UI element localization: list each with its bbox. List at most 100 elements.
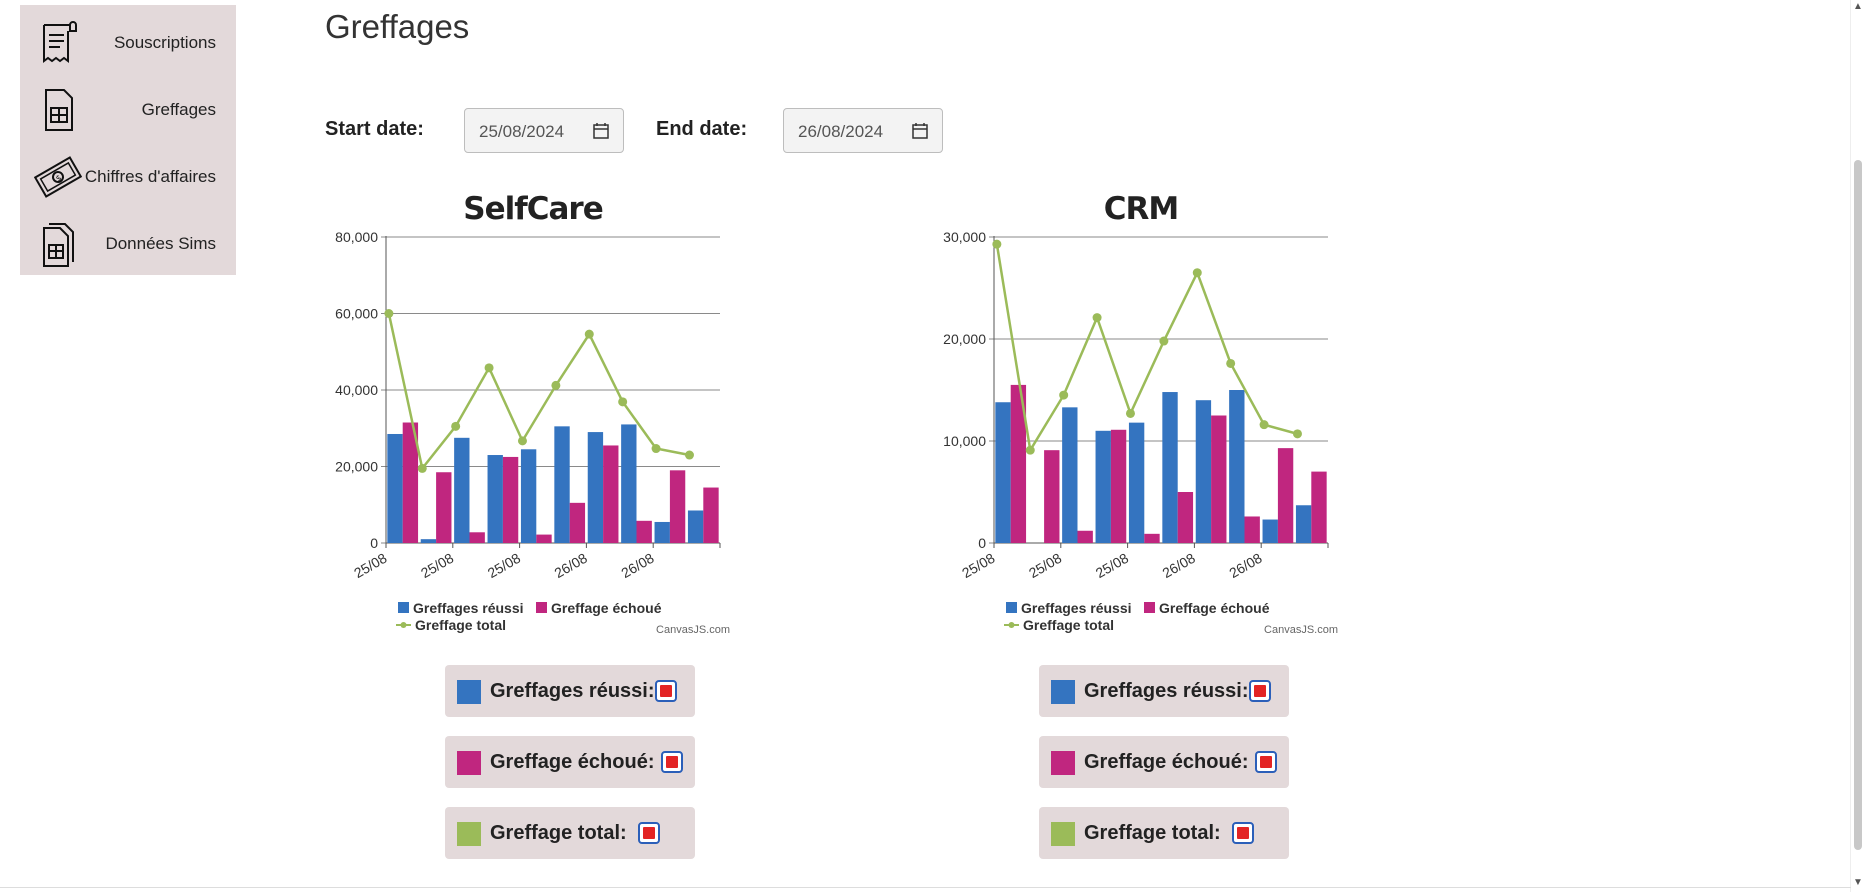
point-total <box>1159 336 1169 346</box>
x-tick-label: 26/08 <box>552 550 591 581</box>
legend-label-failure: Greffage échoué <box>551 600 662 616</box>
bar-success <box>420 539 437 543</box>
toggle-checkbox[interactable] <box>661 751 683 773</box>
calendar-icon[interactable] <box>912 122 928 139</box>
bar-success <box>454 437 470 543</box>
toggle-label: Greffage échoué: <box>1084 751 1249 773</box>
bar-failure <box>1244 516 1260 543</box>
chart-credit: CanvasJS.com <box>656 624 730 636</box>
y-tick-label: 30,000 <box>943 229 986 245</box>
bar-success <box>621 424 637 543</box>
line-total <box>995 243 1298 454</box>
legend-marker-total-dot <box>400 622 407 628</box>
y-tick-label: 0 <box>370 535 378 551</box>
x-tick-label: 25/08 <box>1026 550 1065 581</box>
toggle-checkbox[interactable] <box>1249 680 1271 702</box>
start-date-input[interactable]: 25/08/2024 <box>464 108 624 153</box>
bar-failure <box>1211 415 1227 543</box>
sidebar-item-chiffres-affaires[interactable]: $ Chiffres d'affaires <box>20 147 236 207</box>
point-total <box>618 397 628 407</box>
money-icon: $ <box>34 156 82 198</box>
bar-failure <box>1010 384 1027 543</box>
x-tick-label: 25/08 <box>485 550 524 581</box>
bar-failure <box>569 502 586 543</box>
y-tick-label: 10,000 <box>943 433 986 449</box>
legend-swatch-total <box>1051 822 1075 846</box>
point-total <box>451 421 461 431</box>
bar-success <box>554 426 570 543</box>
bar-success <box>587 432 604 543</box>
toggle-label: Greffage total: <box>490 822 627 844</box>
legend-swatch-failure <box>457 751 481 775</box>
bar-failure <box>636 520 652 543</box>
point-total <box>1059 390 1069 400</box>
legend-swatch-failure <box>1051 751 1075 775</box>
legend-label-failure: Greffage échoué <box>1159 600 1270 616</box>
y-tick-label: 20,000 <box>335 459 378 475</box>
point-total <box>1125 408 1135 418</box>
legend-swatch-total <box>457 822 481 846</box>
x-tick-label: 26/08 <box>1160 550 1199 581</box>
toggle-checkbox[interactable] <box>638 822 660 844</box>
x-tick-label: 25/08 <box>1093 550 1132 581</box>
end-date-value: 26/08/2024 <box>798 122 884 141</box>
scroll-up-arrow-icon[interactable]: ▲ <box>1853 1 1863 12</box>
scrollbar-thumb[interactable] <box>1854 160 1862 850</box>
sidebar-item-label: Souscriptions <box>113 33 216 52</box>
divider <box>0 887 1851 888</box>
sidebar-item-souscriptions[interactable]: Souscriptions <box>20 13 236 73</box>
bar-failure <box>502 456 519 543</box>
toggle-checkbox[interactable] <box>1255 751 1277 773</box>
sidebar-item-donnees-sims[interactable]: Données Sims <box>20 214 236 274</box>
bar-failure <box>1144 533 1160 543</box>
start-date-label: Start date: <box>325 118 424 140</box>
x-tick-label: 26/08 <box>618 550 657 581</box>
toggle-label: Greffage total: <box>1084 822 1221 844</box>
y-tick-label: 40,000 <box>335 382 378 398</box>
bar-failure <box>1311 471 1327 543</box>
y-tick-label: 60,000 <box>335 306 378 322</box>
toggle-checkbox[interactable] <box>655 680 677 702</box>
calendar-icon[interactable] <box>593 122 609 139</box>
sidebar-item-label: Données Sims <box>105 234 216 253</box>
end-date-label: End date: <box>656 118 748 140</box>
point-total <box>551 380 561 390</box>
legend-label-total: Greffage total <box>1023 617 1114 633</box>
bar-failure <box>703 487 719 543</box>
legend-marker-failure <box>1144 602 1155 613</box>
chart-title: SelfCare <box>463 191 602 227</box>
toggle-label: Greffages réussi: <box>490 680 655 702</box>
legend-marker-success <box>398 602 409 613</box>
bar-success <box>1295 505 1312 543</box>
selfcare-chart: SelfCare 0 20,000 40,000 60,000 80,000 25/08 25… <box>335 191 730 636</box>
chart-title: CRM <box>1104 191 1178 227</box>
point-total <box>992 239 1002 249</box>
legend-swatch-success <box>1051 680 1075 704</box>
toggle-crm-success: Greffages réussi: <box>1039 665 1289 717</box>
bar-failure <box>669 470 686 543</box>
bar-failure <box>1177 492 1194 543</box>
legend-marker-failure <box>536 602 547 613</box>
bar-success <box>654 521 670 543</box>
scroll-down-arrow-icon[interactable]: ▼ <box>1853 877 1863 888</box>
svg-text:$: $ <box>54 173 63 183</box>
toggle-label: Greffage échoué: <box>490 751 655 773</box>
point-total <box>651 444 661 454</box>
x-tick-label: 25/08 <box>959 550 998 581</box>
y-tick-label: 80,000 <box>335 229 378 245</box>
sidebar-item-greffages[interactable]: Greffages <box>20 80 236 140</box>
bar-success <box>1062 407 1078 543</box>
sidebar: Souscriptions Greffages $ Chiffres d'aff… <box>20 5 236 275</box>
toggle-checkbox[interactable] <box>1232 822 1254 844</box>
end-date-input[interactable]: 26/08/2024 <box>783 108 943 153</box>
sidebar-item-label: Chiffres d'affaires <box>84 167 216 186</box>
legend-label-success: Greffages réussi <box>1021 600 1132 616</box>
sidebar-item-label: Greffages <box>141 100 216 119</box>
bar-success <box>1095 430 1111 543</box>
point-total <box>1192 268 1202 278</box>
legend-swatch-success <box>457 680 481 704</box>
bar-failure <box>1110 429 1127 543</box>
bar-failure <box>1077 530 1093 543</box>
bar-success <box>995 402 1011 543</box>
point-total <box>1025 445 1035 455</box>
